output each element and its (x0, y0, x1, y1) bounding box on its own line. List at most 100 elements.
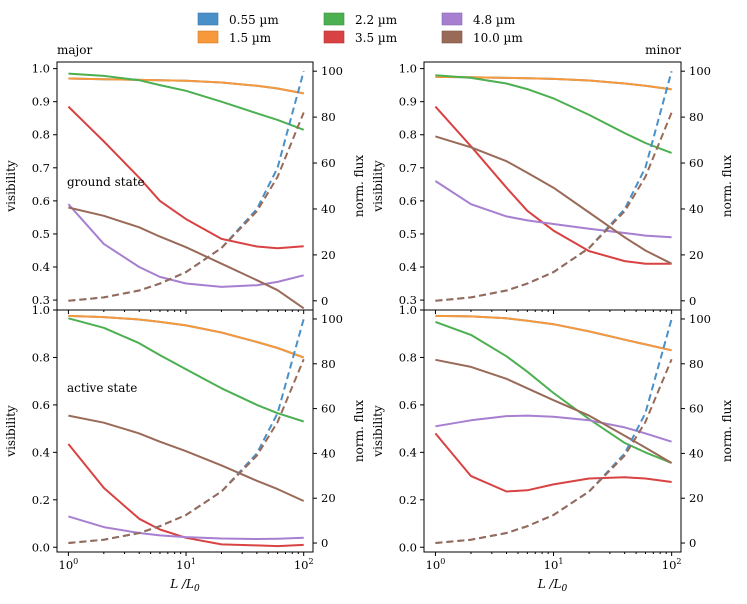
x-axis-label: L /L0 (169, 577, 200, 594)
series-line (435, 320, 672, 464)
y2-tick-label: 80 (689, 357, 704, 371)
flux-line (68, 358, 305, 544)
y2-tick-label: 60 (321, 156, 336, 170)
legend-entry: 10.0 µm (441, 30, 523, 45)
flux-line (435, 112, 673, 302)
legend-swatch (197, 30, 219, 44)
series-line (434, 105, 672, 265)
y-tick-label: 0.6 (399, 398, 417, 412)
y2-axis-label: norm. flux (720, 155, 734, 217)
series-line (67, 203, 304, 288)
series-line (67, 105, 304, 250)
legend-swatch (197, 12, 219, 26)
y-tick-label: 0.7 (32, 161, 50, 175)
y-tick-label: 0.6 (32, 194, 50, 208)
y-tick-label: 0.8 (399, 350, 417, 364)
y2-tick-label: 100 (321, 312, 343, 326)
legend-entry: 0.55 µm (197, 12, 279, 27)
x-tick-label: 101 (176, 557, 196, 572)
y-tick-label: 1.0 (399, 62, 417, 76)
panel-top-right: 0.3 0.4 0.5 0.6 0.7 0.8 0.9 1.0 0 20 40 60 80 100 visi… (371, 43, 734, 314)
x-tick-label: 102 (662, 557, 682, 572)
y-tick-label: 0.5 (399, 227, 417, 241)
series-line (68, 515, 304, 540)
y-tick-label: 0.9 (399, 95, 417, 109)
y2-tick-label: 20 (689, 248, 704, 262)
legend-entry: 3.5 µm (323, 30, 398, 45)
legend-swatch (441, 30, 463, 44)
legend-label: 4.8 µm (473, 13, 516, 27)
x-tick-label: 100 (59, 557, 79, 572)
y2-tick-label: 40 (321, 446, 336, 460)
y-tick-label: 0.7 (399, 161, 417, 175)
series-line (435, 74, 672, 154)
y2-tick-label: 40 (689, 446, 704, 460)
y2-tick-label: 80 (321, 357, 336, 371)
y-tick-label: 0.4 (399, 445, 417, 459)
series-line (435, 314, 672, 352)
panel-bottom-left: 0.0 0.2 0.4 0.6 0.8 1.0 0 20 40 60 80 100 100 101 102 L… (4, 303, 366, 594)
y-axis-label: visibility (371, 160, 385, 213)
y-axis-label: visibility (4, 160, 18, 213)
series-line (68, 206, 305, 310)
series-line (68, 414, 305, 502)
series-line (435, 314, 672, 352)
series-line (68, 314, 305, 359)
axes-frame (56, 309, 314, 553)
y-tick-label: 0.0 (32, 540, 50, 554)
y-tick-label: 0.4 (32, 260, 50, 274)
y2-tick-label: 60 (321, 402, 336, 416)
y-tick-label: 1.0 (32, 62, 50, 76)
panel-title: minor (645, 43, 681, 57)
y2-tick-label: 40 (321, 202, 336, 216)
y-tick-label: 0.6 (399, 194, 417, 208)
axes-frame (423, 309, 682, 553)
y-tick-label: 0.6 (32, 398, 50, 412)
legend-entry: 4.8 µm (441, 12, 516, 27)
y-tick-label: 0.3 (399, 293, 417, 307)
series-line (67, 443, 304, 548)
legend-entry: 2.2 µm (323, 12, 398, 27)
y-axis-label: visibility (371, 405, 385, 458)
flux-line (435, 358, 673, 544)
y-tick-label: 0.8 (399, 128, 417, 142)
panel-title: major (57, 43, 92, 57)
y-tick-label: 0.4 (399, 260, 417, 274)
y-tick-label: 0.8 (32, 128, 50, 142)
y2-axis-label: norm. flux (352, 155, 366, 217)
flux-line (68, 112, 305, 302)
series-line (68, 72, 305, 131)
y-tick-label: 1.0 (32, 303, 50, 317)
legend-label: 2.2 µm (355, 13, 398, 27)
y-tick-label: 0.9 (32, 95, 50, 109)
y2-tick-label: 20 (689, 491, 704, 505)
x-axis-label: L /L0 (537, 577, 568, 594)
series-line (435, 135, 673, 265)
legend: 0.55 µm 1.5 µm 2.2 µm 3.5 µm 4.8 µm 10.0… (197, 12, 523, 45)
y-tick-label: 0.2 (399, 493, 417, 507)
series-line (68, 317, 305, 423)
series-line (434, 432, 672, 493)
legend-label: 1.5 µm (229, 31, 272, 45)
y2-tick-label: 80 (321, 110, 336, 124)
series-line (435, 358, 673, 464)
y-tick-label: 0.3 (32, 293, 50, 307)
y2-tick-label: 20 (321, 491, 336, 505)
y2-tick-label: 0 (689, 294, 696, 308)
panel-annotation: active state (67, 381, 137, 395)
flux-line (435, 70, 673, 302)
y-tick-label: 1.0 (399, 303, 417, 317)
y-tick-label: 0.8 (32, 350, 50, 364)
series-line (68, 77, 304, 95)
y2-tick-label: 60 (689, 156, 704, 170)
y2-tick-label: 20 (321, 248, 336, 262)
series-line (434, 180, 672, 239)
y-tick-label: 0.0 (399, 540, 417, 554)
y-tick-label: 0.2 (32, 493, 50, 507)
y2-tick-label: 100 (689, 312, 711, 326)
series-line (435, 75, 672, 91)
flux-line (68, 318, 305, 544)
series-line (68, 314, 305, 359)
panel-top-left: 0.3 0.4 0.5 0.6 0.7 0.8 0.9 1.0 0 20 40 60 80 100 visi… (4, 43, 366, 314)
